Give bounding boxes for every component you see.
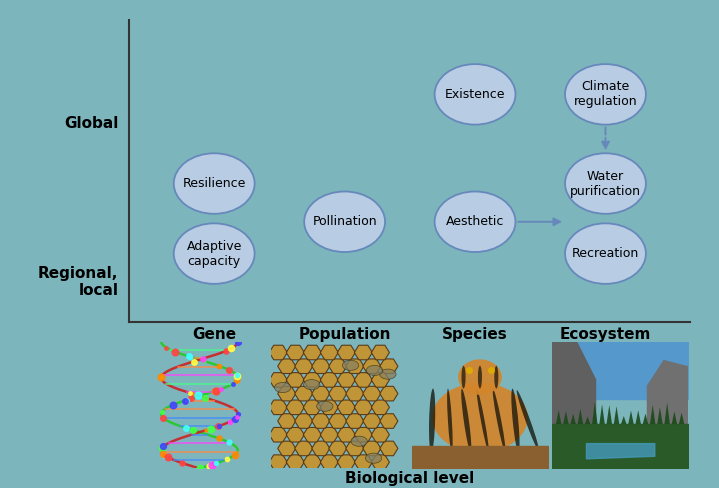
Ellipse shape [434,64,516,124]
Ellipse shape [432,383,528,453]
Polygon shape [657,407,663,424]
Polygon shape [577,408,583,424]
Ellipse shape [342,360,359,370]
Polygon shape [664,403,670,424]
Ellipse shape [511,388,520,452]
Text: Adaptive
capacity: Adaptive capacity [186,240,242,267]
Ellipse shape [565,224,646,284]
Ellipse shape [565,64,646,124]
Ellipse shape [494,366,498,388]
Text: Pollination: Pollination [312,215,377,228]
Ellipse shape [380,369,396,379]
Text: Biological level: Biological level [345,470,475,486]
Ellipse shape [477,389,489,451]
Ellipse shape [304,191,385,252]
Ellipse shape [434,191,516,252]
Ellipse shape [517,390,539,450]
Ellipse shape [461,389,472,452]
Text: Recreation: Recreation [572,247,639,260]
Polygon shape [551,342,595,468]
Polygon shape [563,411,569,424]
Polygon shape [592,402,597,424]
Polygon shape [556,410,562,424]
Ellipse shape [478,366,482,388]
Polygon shape [570,414,576,424]
Ellipse shape [462,366,466,388]
Polygon shape [643,413,649,424]
Text: Aesthetic: Aesthetic [446,215,504,228]
Ellipse shape [493,389,505,451]
Ellipse shape [275,383,291,393]
Ellipse shape [366,366,383,375]
Ellipse shape [351,436,367,447]
Polygon shape [600,404,605,424]
Text: Climate
regulation: Climate regulation [574,81,637,108]
Ellipse shape [316,401,333,411]
Polygon shape [636,410,641,424]
Polygon shape [621,416,626,424]
Polygon shape [650,405,656,424]
Polygon shape [585,416,590,424]
Ellipse shape [458,359,502,395]
Polygon shape [672,411,677,424]
Text: Existence: Existence [445,88,505,101]
Ellipse shape [365,453,382,463]
Polygon shape [647,361,688,468]
Ellipse shape [174,224,255,284]
Polygon shape [679,413,684,424]
Ellipse shape [447,388,453,452]
Text: Water
purification: Water purification [570,169,641,198]
Ellipse shape [565,153,646,214]
Polygon shape [628,410,633,424]
Polygon shape [614,406,619,424]
Ellipse shape [174,153,255,214]
Text: Resilience: Resilience [183,177,246,190]
Polygon shape [607,405,612,424]
Ellipse shape [429,388,435,452]
Ellipse shape [303,380,320,390]
